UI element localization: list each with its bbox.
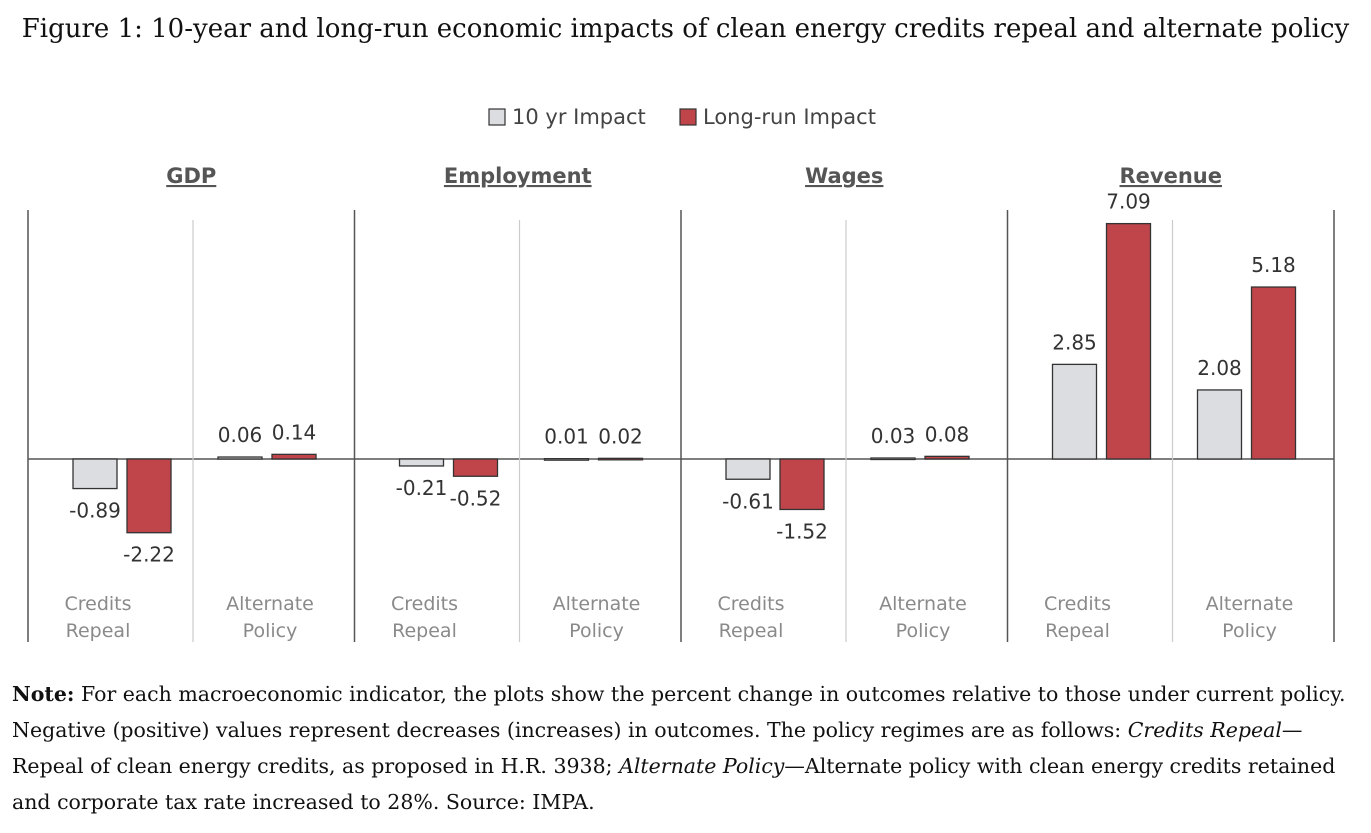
category-label-line1: Credits [64,593,131,615]
data-label: -0.61 [722,489,774,513]
panel-title-employment: Employment [444,164,592,188]
bar-revenue-long-run [1105,222,1152,460]
bar-gdp-ten-yr [217,456,263,460]
bar-employment-ten-yr [398,458,445,467]
panel-title-gdp: GDP [166,164,216,188]
legend-label: Long-run Impact [703,105,876,129]
bar-revenue-long-run [1250,286,1297,460]
category-label-line1: Alternate [879,593,967,615]
category-label-line1: Credits [391,593,458,615]
data-label: -0.21 [396,476,448,500]
data-label: -2.22 [123,543,175,567]
bar-gdp-ten-yr [72,458,118,490]
data-label: 0.03 [871,424,916,448]
category-label-line2: Policy [1222,620,1277,642]
legend-swatch-long-run [679,108,697,126]
category-label-line1: Credits [1044,593,1111,615]
data-label: -1.52 [776,519,828,543]
category-label-line2: Repeal [66,620,131,642]
note-regime-2: Alternate Policy [619,754,785,778]
bar-wages-ten-yr [870,457,916,461]
data-label: -0.52 [450,486,502,510]
legend-label: 10 yr Impact [512,105,646,129]
chart: 10 yr Impact Long-run Impact GDP -0.89-2.22… [27,105,1335,642]
bar-wages-long-run [779,458,825,511]
bar-employment-long-run [452,458,499,477]
data-label: 0.02 [598,424,643,448]
bar-employment-long-run [597,457,644,461]
bar-wages-long-run [924,455,970,460]
legend-swatch-ten-yr [488,108,506,126]
category-label-line2: Policy [896,620,951,642]
note-text-2: —Repeal of clean energy credits, as prop… [12,718,1303,778]
note-regime-1: Credits Repeal [1127,718,1282,742]
category-label-line1: Alternate [226,593,314,615]
category-label-line2: Policy [243,620,298,642]
bar-revenue-ten-yr [1196,389,1243,460]
note-label: Note: [12,682,75,706]
bar-revenue-ten-yr [1051,363,1098,460]
note-text-1: For each macroeconomic indicator, the pl… [12,682,1346,742]
data-label: 2.08 [1197,356,1242,380]
data-label: 0.08 [925,422,970,446]
bar-gdp-long-run [126,458,172,534]
data-label: 0.06 [218,423,263,447]
panel-title-revenue: Revenue [1120,164,1223,188]
bar-gdp-long-run [271,453,317,460]
category-label-line1: Alternate [1206,593,1294,615]
category-label-line2: Repeal [1045,620,1110,642]
data-label: 2.85 [1052,330,1097,354]
figure-title: Figure 1: 10-year and long-run economic … [21,14,1350,44]
category-label-line1: Credits [717,593,784,615]
category-label-line2: Repeal [719,620,784,642]
category-label-line2: Policy [569,620,624,642]
category-label-line2: Repeal [392,620,457,642]
category-label-line1: Alternate [553,593,641,615]
bar-employment-ten-yr [543,458,590,461]
data-label: 5.18 [1251,253,1296,277]
note-text-3: —Alternate policy with clean energy cred… [12,754,1336,814]
bar-wages-ten-yr [725,458,771,480]
data-label: 0.01 [544,425,589,449]
data-label: 7.09 [1106,190,1151,214]
data-label: 0.14 [272,420,317,444]
data-label: -0.89 [69,499,121,523]
panel-title-wages: Wages [805,164,883,188]
figure-note: Note: For each macroeconomic indicator, … [12,676,1357,820]
